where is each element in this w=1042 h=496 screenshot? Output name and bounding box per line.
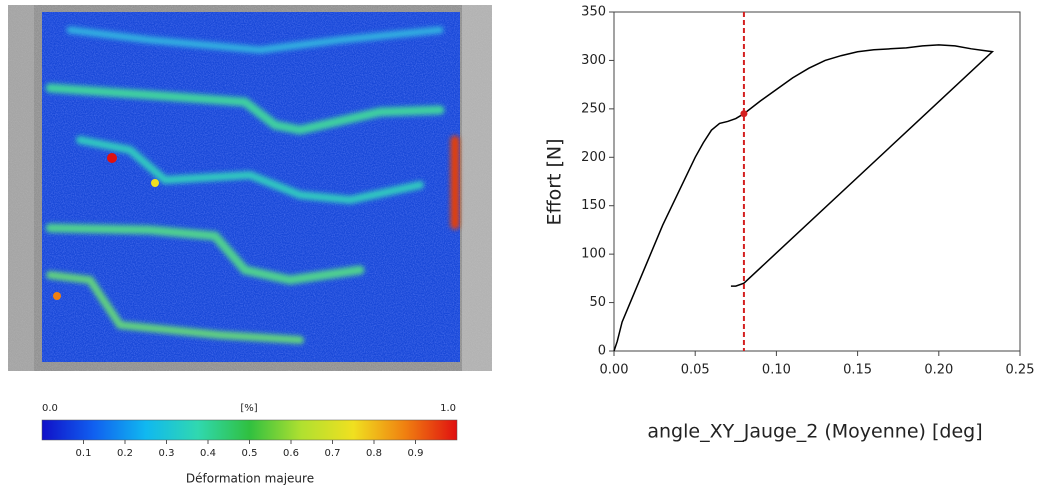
colorbar-tick-label: 0.8 xyxy=(366,448,382,459)
grip-left xyxy=(8,5,34,371)
colorbar-min-label: 0.0 xyxy=(42,403,58,414)
strain-noise xyxy=(42,12,460,362)
colorbar-unit: [%] xyxy=(240,403,257,414)
colorbar-tick-label: 0.7 xyxy=(325,448,341,459)
x-tick-label: 0.00 xyxy=(600,363,629,378)
colorbar-tick-label: 0.9 xyxy=(408,448,424,459)
hot-spot xyxy=(151,179,159,187)
grip-right xyxy=(462,5,492,371)
strain-band xyxy=(66,26,444,54)
colorbar-gradient xyxy=(41,419,458,441)
colorbar-title: Déformation majeure xyxy=(186,472,314,486)
x-axis-title: angle_XY_Jauge_2 (Moyenne) [deg] xyxy=(647,421,982,443)
x-tick-label: 0.10 xyxy=(762,363,791,378)
colorbar: 0.0 [%] 1.0 Déformation majeure 0.1 0.2 0.… xyxy=(41,403,458,486)
colorbar-tick-label: 0.1 xyxy=(76,448,92,459)
colorbar-tick-label: 0.5 xyxy=(242,448,258,459)
y-tick-label: 0 xyxy=(598,344,606,359)
colorbar-tick-label: 0.6 xyxy=(283,448,299,459)
strain-band xyxy=(45,83,445,135)
colorbar-tick-label: 0.2 xyxy=(117,448,133,459)
data-line xyxy=(613,44,995,352)
line-chart: angle_XY_Jauge_2 (Moyenne) [deg] Effort … xyxy=(544,5,1035,443)
y-tick-label: 50 xyxy=(589,295,606,310)
strain-image xyxy=(8,5,492,371)
strain-band xyxy=(46,271,304,344)
colorbar-max-label: 1.0 xyxy=(440,403,456,414)
y-tick-label: 250 xyxy=(581,101,606,116)
y-tick-label: 100 xyxy=(581,247,606,262)
y-tick-label: 350 xyxy=(581,5,606,20)
hot-spot xyxy=(53,292,61,300)
y-tick-label: 150 xyxy=(581,198,606,213)
x-tick-label: 0.05 xyxy=(681,363,710,378)
x-tick-label: 0.20 xyxy=(924,363,953,378)
strain-band xyxy=(45,223,365,285)
colorbar-tick-label: 0.4 xyxy=(200,448,216,459)
strain-bands xyxy=(45,26,460,344)
colorbar-tick-label: 0.3 xyxy=(159,448,175,459)
y-tick-label: 200 xyxy=(581,150,606,165)
plot-frame xyxy=(613,11,1021,352)
y-tick-label: 300 xyxy=(581,53,606,68)
x-tick-label: 0.15 xyxy=(843,363,872,378)
strain-band xyxy=(76,136,424,205)
hot-spot xyxy=(107,153,117,163)
x-tick-label: 0.25 xyxy=(1006,363,1035,378)
y-axis-title: Effort [N] xyxy=(544,138,566,225)
cursor-point xyxy=(740,110,748,118)
